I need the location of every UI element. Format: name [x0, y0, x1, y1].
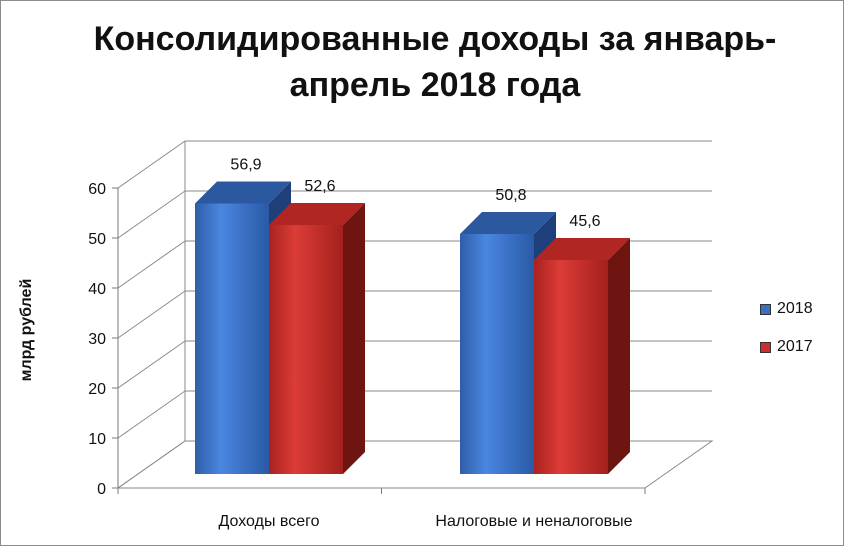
data-label: 45,6: [569, 213, 600, 230]
y-tick-label: 30: [88, 331, 106, 348]
bar-front: [195, 203, 269, 474]
legend-item-2018: 2018: [760, 299, 813, 319]
y-tick-label: 40: [88, 281, 106, 298]
gridline-side: [117, 390, 186, 439]
bar-2018-0: [195, 181, 291, 474]
labels-layer: 0 10 20 30 40 50 60 56,9 52,6 Доходы всего 50,8 45,…: [88, 157, 632, 531]
gridline-side: [117, 240, 186, 289]
chart-title: Консолидированные доходы за январь-апрел…: [93, 20, 777, 104]
bar-2017-0: [269, 203, 365, 474]
bar-top: [534, 238, 630, 260]
bar-front: [534, 260, 608, 474]
gridline-side: [117, 440, 186, 489]
bar-2017-1: [534, 238, 630, 474]
legend-item-2017: 2017: [760, 337, 813, 357]
y-axis-title: млрд рублей: [18, 278, 35, 382]
y-tick-label: 20: [88, 381, 106, 398]
bar-side: [608, 238, 630, 474]
gridline-side: [117, 140, 186, 189]
gridline-side: [117, 190, 186, 239]
legend-swatch-2018: [760, 303, 771, 315]
x-category-label: Доходы всего: [219, 513, 320, 530]
legend-label-2017: 2017: [777, 338, 813, 355]
gridline-side: [117, 340, 186, 389]
gridline-side: [117, 290, 186, 339]
data-label: 52,6: [304, 178, 335, 195]
data-label: 50,8: [495, 187, 526, 204]
bar-front: [269, 225, 343, 474]
legend-label-2018: 2018: [777, 300, 813, 317]
bar-top: [195, 181, 291, 204]
x-category-label: Налоговые и неналоговые: [435, 513, 632, 530]
y-tick-label: 60: [88, 181, 106, 198]
bars-layer: [195, 181, 630, 474]
legend-swatch-2017: [760, 341, 771, 353]
bar-top: [460, 212, 556, 234]
y-tick-label: 50: [88, 231, 106, 248]
data-label: 56,9: [230, 157, 261, 174]
y-tick-label: 0: [97, 481, 106, 498]
bar-side: [343, 203, 365, 474]
bar-front: [460, 234, 534, 474]
legend: 2018 2017: [760, 299, 813, 375]
y-tick-label: 10: [88, 431, 106, 448]
bar-top: [269, 203, 365, 225]
